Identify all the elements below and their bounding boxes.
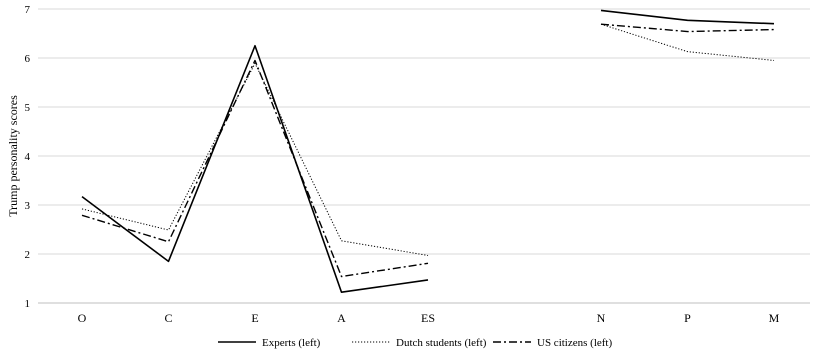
y-tick-label: 3 (25, 200, 31, 212)
y-tick-label: 1 (25, 298, 31, 310)
x-tick-label: N (597, 311, 606, 325)
series-line-2 (600, 23, 775, 61)
x-tick-label: M (769, 311, 780, 325)
x-tick-label: P (684, 311, 691, 325)
x-tick-label: C (164, 311, 172, 325)
y-axis-title: Trump personality scores (6, 95, 20, 217)
y-tick-label: 5 (25, 102, 31, 114)
legend-label: Experts (left) (262, 337, 321, 349)
legend-label: US citizens (left) (537, 337, 612, 349)
series-line-1 (600, 9, 775, 25)
legend-label: Dutch students (left) (396, 337, 487, 349)
x-tick-label: O (78, 311, 87, 325)
y-tick-label: 4 (25, 151, 31, 163)
x-tick-label: E (251, 311, 258, 325)
y-tick-label: 6 (25, 53, 31, 65)
gridlines (38, 8, 810, 304)
series-line-3 (81, 59, 429, 278)
y-axis-ticks: 1 2 3 4 5 6 7 (25, 4, 31, 310)
x-tick-label: ES (421, 311, 435, 325)
y-tick-label: 7 (25, 4, 31, 16)
series-line-2 (81, 62, 429, 256)
x-tick-label: A (337, 311, 346, 325)
series-line-1 (81, 44, 429, 294)
series-lines (81, 9, 775, 294)
y-tick-label: 2 (25, 249, 31, 261)
series-line-3 (600, 23, 775, 33)
legend: Experts (left) Dutch students (left) US ci… (218, 337, 612, 349)
x-axis-ticks: O C E A ES N P M (78, 311, 780, 325)
